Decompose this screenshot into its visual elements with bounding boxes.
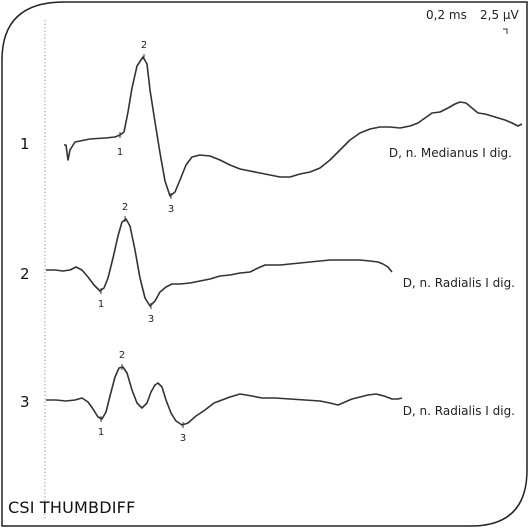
trace-1-number: 1: [20, 135, 30, 153]
scale-bar-icon: [503, 28, 508, 34]
trace-2-label: D, n. Radialis I dig.: [402, 276, 515, 290]
amplitude-scale-label: 2,5 µV: [480, 8, 519, 22]
trace-3-waveform: [46, 366, 403, 426]
study-title: CSI THUMBDIFF: [8, 498, 136, 517]
trace-1-marker-1-label: 1: [117, 147, 123, 158]
time-scale-label: 0,2 ms: [426, 8, 467, 22]
trace-3-number: 3: [20, 393, 30, 411]
trace-2-marker-2-label: 2: [122, 202, 128, 213]
trace-2-marker-3-label: 3: [148, 314, 154, 325]
trace-2-number: 2: [20, 265, 30, 283]
trace-2-marker-1-label: 1: [98, 299, 104, 310]
trace-2-waveform: [46, 218, 393, 307]
trace-1-waveform: [64, 56, 523, 197]
trace-1-marker-3-label: 3: [168, 204, 174, 215]
trace-3-marker-1-label: 1: [98, 427, 104, 438]
trace-3-marker-2-label: 2: [119, 350, 125, 361]
trace-3-marker-3-label: 3: [180, 433, 186, 444]
trace-1-marker-2-label: 2: [141, 40, 147, 51]
trace-3-label: D, n. Radialis I dig.: [402, 404, 515, 418]
trace-1-label: D, n. Medianus I dig.: [388, 146, 512, 160]
